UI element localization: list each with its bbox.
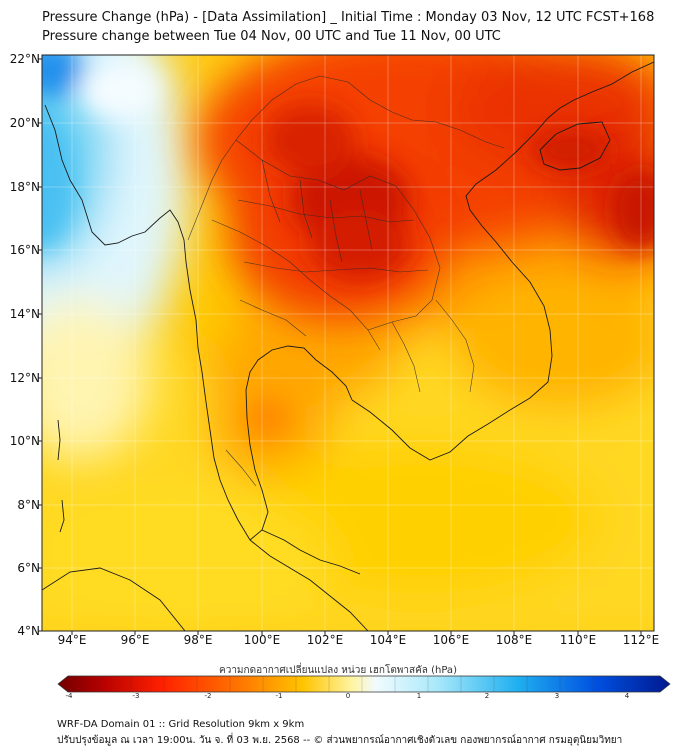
lon-label-96e: 96°E — [120, 633, 150, 647]
colorbar-title: ความกดอากาศเปลี่ยนแปลง หน่วย เฮกโตพาสคัล… — [219, 665, 457, 676]
colorbar-tick: -2 — [204, 692, 212, 700]
lat-label-22n: 22°N — [9, 52, 40, 66]
colorbar — [57, 675, 671, 693]
lon-label-94e: 94°E — [57, 633, 87, 647]
lat-label-4n: 4°N — [17, 624, 40, 638]
lat-label-10n: 10°N — [9, 434, 40, 448]
lat-label-12n: 12°N — [9, 371, 40, 385]
lon-label-108e: 108°E — [495, 633, 533, 647]
lat-label-14n: 14°N — [9, 307, 40, 321]
colorbar-tick: -1 — [275, 692, 283, 700]
colorbar-tick: 2 — [484, 692, 490, 700]
lon-label-104e: 104°E — [369, 633, 407, 647]
lon-label-98e: 98°E — [183, 633, 213, 647]
colorbar-tick: 1 — [416, 692, 422, 700]
graticule — [42, 55, 654, 631]
axis-ticks — [38, 58, 642, 635]
lon-label-102e: 102°E — [306, 633, 344, 647]
map-title-line-2: Pressure change between Tue 04 Nov, 00 U… — [42, 29, 501, 44]
lat-label-16n: 16°N — [9, 243, 40, 257]
lon-label-100e: 100°E — [243, 633, 281, 647]
colorbar-tick: -3 — [132, 692, 140, 700]
lon-label-110e: 110°E — [559, 633, 597, 647]
map-frame — [41, 54, 655, 632]
footer-update-info: ปรับปรุงข้อมูล ณ เวลา 19:00น. วัน จ. ที่… — [57, 735, 623, 746]
lat-label-18n: 18°N — [9, 180, 40, 194]
lat-label-8n: 8°N — [17, 498, 40, 512]
pressure-field — [42, 55, 654, 631]
lon-label-106e: 106°E — [432, 633, 470, 647]
colorbar-tick: 0 — [345, 692, 351, 700]
lon-label-112e: 112°E — [622, 633, 660, 647]
lat-label-6n: 6°N — [17, 561, 40, 575]
footer-model-info: WRF-DA Domain 01 :: Grid Resolution 9km … — [57, 719, 305, 730]
map-title-line-1: Pressure Change (hPa) - [Data Assimilati… — [42, 10, 655, 25]
colorbar-tick: 4 — [624, 692, 630, 700]
coastlines — [42, 61, 654, 631]
colorbar-tick: 3 — [554, 692, 560, 700]
lat-label-20n: 20°N — [9, 116, 40, 130]
colorbar-tick: -4 — [65, 692, 73, 700]
country-borders — [187, 75, 505, 487]
